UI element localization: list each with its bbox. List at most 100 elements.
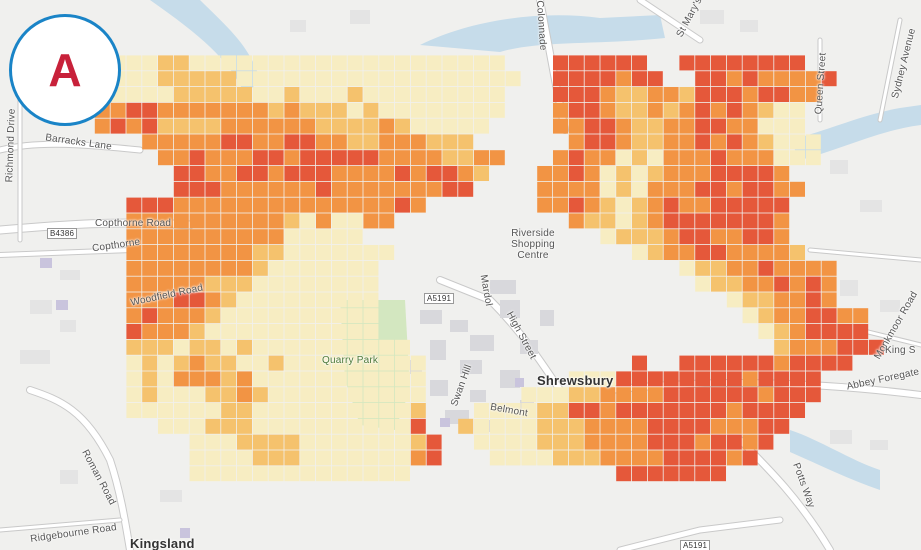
heat-cell xyxy=(142,134,158,150)
heat-cell xyxy=(600,181,616,197)
heat-cell xyxy=(726,371,742,387)
heat-cell xyxy=(189,245,205,260)
heat-cell xyxy=(284,260,300,276)
heat-cell xyxy=(758,276,774,292)
heat-cell xyxy=(347,308,363,324)
heat-cell xyxy=(252,276,268,292)
heat-cell xyxy=(474,150,489,166)
heat-cell xyxy=(474,87,489,102)
heat-cell xyxy=(363,197,379,213)
heat-cell xyxy=(474,118,489,134)
heat-cell xyxy=(126,260,142,276)
heat-cell xyxy=(758,197,774,213)
heat-cell xyxy=(600,213,616,229)
heat-cell xyxy=(474,166,489,181)
heat-cell xyxy=(142,87,158,102)
heat-cell xyxy=(758,213,774,229)
heat-cell xyxy=(110,102,126,118)
heat-cell xyxy=(805,371,821,387)
heat-cell xyxy=(300,87,316,102)
heat-cell xyxy=(774,371,790,387)
heat-cell xyxy=(284,134,300,150)
heat-cell xyxy=(252,371,268,387)
heat-cell xyxy=(726,55,742,71)
heat-cell xyxy=(363,134,379,150)
heat-cell xyxy=(726,418,742,434)
heat-cell xyxy=(726,450,742,466)
heat-cell xyxy=(363,387,379,403)
heat-cell xyxy=(758,150,774,166)
heat-cell xyxy=(205,229,221,245)
heat-cell xyxy=(774,245,790,260)
heat-cell xyxy=(647,102,663,118)
heat-cell xyxy=(158,308,173,324)
heat-cell xyxy=(742,213,758,229)
heat-cell xyxy=(379,418,395,434)
heat-cell xyxy=(584,418,600,434)
heat-cell xyxy=(379,466,395,482)
heat-cell xyxy=(474,418,489,434)
heat-cell xyxy=(489,55,505,71)
heat-cell xyxy=(189,118,205,134)
heat-cell xyxy=(679,181,695,197)
heat-cell xyxy=(363,418,379,434)
heat-cell xyxy=(252,245,268,260)
heat-cell xyxy=(237,118,252,134)
heat-cell xyxy=(711,150,726,166)
heat-cell xyxy=(379,134,395,150)
heat-cell xyxy=(474,403,489,418)
heat-cell xyxy=(821,292,837,308)
heat-cell xyxy=(284,150,300,166)
heat-cell xyxy=(790,387,805,403)
heat-cell xyxy=(316,134,331,150)
heat-cell xyxy=(584,213,600,229)
heat-cell xyxy=(284,55,300,71)
heat-cell xyxy=(331,134,347,150)
heat-cell xyxy=(742,403,758,418)
heat-cell xyxy=(237,260,252,276)
heat-cell xyxy=(821,260,837,276)
heat-cell xyxy=(726,150,742,166)
heat-cell xyxy=(142,324,158,339)
heat-cell xyxy=(252,150,268,166)
heat-cell xyxy=(173,166,189,181)
heat-cell xyxy=(821,71,837,87)
heat-cell xyxy=(426,102,442,118)
heat-cell xyxy=(679,197,695,213)
heat-cell xyxy=(537,418,553,434)
heat-cell xyxy=(347,260,363,276)
heat-cell xyxy=(632,245,647,260)
heat-cell xyxy=(790,276,805,292)
heat-cell xyxy=(584,150,600,166)
heat-cell xyxy=(284,403,300,418)
heat-cell xyxy=(347,387,363,403)
heat-cell xyxy=(458,102,474,118)
heat-cell xyxy=(379,181,395,197)
heat-cell xyxy=(742,181,758,197)
heat-cell xyxy=(142,245,158,260)
heat-cell xyxy=(805,292,821,308)
heat-cell xyxy=(331,308,347,324)
heat-cell xyxy=(410,102,426,118)
heat-cell xyxy=(347,71,363,87)
heat-cell xyxy=(300,403,316,418)
heat-cell xyxy=(410,387,426,403)
heat-cell xyxy=(300,134,316,150)
heat-cell xyxy=(647,118,663,134)
heat-cell xyxy=(158,418,173,434)
heat-cell xyxy=(126,371,142,387)
heat-cell xyxy=(568,197,584,213)
heat-cell xyxy=(537,197,553,213)
heat-cell xyxy=(221,339,237,355)
heat-cell xyxy=(331,276,347,292)
heat-cell xyxy=(300,434,316,450)
heat-cell xyxy=(726,245,742,260)
heat-cell xyxy=(363,87,379,102)
heat-cell xyxy=(300,387,316,403)
heat-cell xyxy=(774,387,790,403)
heat-cell xyxy=(679,55,695,71)
heat-cell xyxy=(158,197,173,213)
heat-cell xyxy=(711,466,726,482)
heat-cell xyxy=(568,403,584,418)
